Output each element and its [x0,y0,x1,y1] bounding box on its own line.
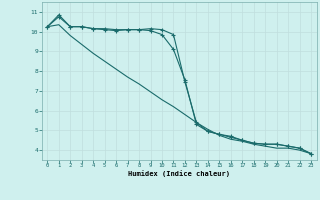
X-axis label: Humidex (Indice chaleur): Humidex (Indice chaleur) [128,170,230,177]
